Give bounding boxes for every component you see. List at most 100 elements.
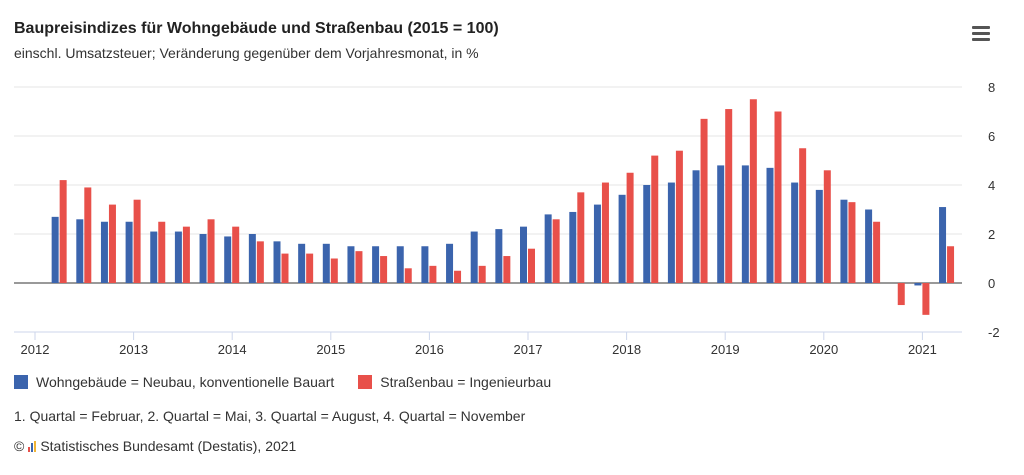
legend: Wohngebäude = Neubau, konventionelle Bau… <box>14 374 551 390</box>
x-tick-label: 2020 <box>809 342 838 357</box>
bar-wohngebaeude <box>840 199 848 283</box>
bar-wohngebaeude <box>421 246 429 283</box>
legend-item-wohngebaeude[interactable]: Wohngebäude = Neubau, konventionelle Bau… <box>14 374 334 390</box>
x-tick-label: 2013 <box>119 342 148 357</box>
bar-strassenbau <box>873 221 881 283</box>
bar-wohngebaeude <box>76 219 84 283</box>
bar-wohngebaeude <box>224 236 232 283</box>
bar-strassenbau <box>380 256 388 283</box>
bar-wohngebaeude <box>100 221 108 283</box>
bar-strassenbau <box>601 182 609 283</box>
bar-strassenbau <box>528 248 535 283</box>
bar-strassenbau <box>404 268 412 283</box>
bar-wohngebaeude <box>125 221 133 283</box>
bar-strassenbau <box>897 283 905 306</box>
bar-wohngebaeude <box>939 207 947 283</box>
bar-wohngebaeude <box>741 165 749 283</box>
bar-wohngebaeude <box>322 243 330 283</box>
bar-strassenbau <box>281 253 289 283</box>
chart-subtitle: einschl. Umsatzsteuer; Veränderung gegen… <box>14 45 479 61</box>
bar-wohngebaeude <box>791 182 799 283</box>
footnote: 1. Quartal = Februar, 2. Quartal = Mai, … <box>14 408 526 424</box>
credit-text: Statistisches Bundesamt (Destatis), 2021 <box>40 438 297 454</box>
bar-strassenbau <box>651 155 659 283</box>
legend-swatch <box>358 375 373 389</box>
y-tick-label: 8 <box>988 80 995 95</box>
bar-wohngebaeude <box>470 231 478 283</box>
bar-strassenbau <box>799 148 807 283</box>
bar-strassenbau <box>355 251 363 283</box>
bar-wohngebaeude <box>396 246 404 283</box>
y-tick-label: 6 <box>988 129 995 144</box>
bar-wohngebaeude <box>717 165 725 283</box>
bar-strassenbau <box>429 265 437 283</box>
bar-wohngebaeude <box>643 185 651 283</box>
bar-strassenbau <box>675 150 683 283</box>
destatis-logo-icon <box>28 440 37 452</box>
bar-strassenbau <box>823 170 831 283</box>
legend-label: Wohngebäude = Neubau, konventionelle Bau… <box>36 374 335 390</box>
bar-chart: 8 6 4 2 0 -2 2012 2013 2014 2015 2016 2017 2018 2019 2… <box>14 80 1000 357</box>
bar-strassenbau <box>207 219 215 283</box>
bar-strassenbau <box>59 180 67 283</box>
bar-strassenbau <box>626 172 634 283</box>
legend-item-strassenbau[interactable]: Straßenbau = Ingenieurbau <box>358 374 551 390</box>
bar-wohngebaeude <box>298 243 306 283</box>
bar-wohngebaeude <box>593 204 601 283</box>
x-tick-label: 2018 <box>612 342 641 357</box>
x-tick-label: 2014 <box>218 342 247 357</box>
bar-wohngebaeude <box>248 234 256 283</box>
bar-strassenbau <box>182 226 190 283</box>
y-tick-label: -2 <box>988 325 1000 340</box>
bar-wohngebaeude <box>446 243 454 283</box>
x-tick-label: 2012 <box>21 342 50 357</box>
y-tick-label: 0 <box>988 276 995 291</box>
bar-strassenbau <box>133 199 141 283</box>
bar-wohngebaeude <box>273 241 281 283</box>
chart-title: Baupreisindizes für Wohngebäude und Stra… <box>14 20 499 37</box>
legend-label: Straßenbau = Ingenieurbau <box>380 374 552 390</box>
bar-strassenbau <box>774 111 782 283</box>
source-credit: © Statistisches Bundesamt (Destatis), 20… <box>14 438 296 454</box>
bar-wohngebaeude <box>174 231 182 283</box>
bar-strassenbau <box>454 270 462 283</box>
bar-wohngebaeude <box>667 182 675 283</box>
legend-swatch <box>14 375 28 389</box>
bar-strassenbau <box>700 118 708 283</box>
bar-strassenbau <box>108 204 116 283</box>
bar-wohngebaeude <box>495 229 503 283</box>
bar-strassenbau <box>478 265 486 283</box>
bar-strassenbau <box>552 219 560 283</box>
bar-strassenbau <box>922 283 930 315</box>
bar-wohngebaeude <box>372 246 380 283</box>
x-tick-label: 2017 <box>514 342 543 357</box>
bar-strassenbau <box>256 241 264 283</box>
bar-strassenbau <box>84 187 92 283</box>
x-tick-label: 2016 <box>415 342 444 357</box>
bar-wohngebaeude <box>569 211 577 283</box>
bar-wohngebaeude <box>865 209 873 283</box>
bar-wohngebaeude <box>815 189 823 283</box>
bar-strassenbau <box>158 221 166 283</box>
bar-wohngebaeude <box>692 170 700 283</box>
bar-strassenbau <box>577 192 585 283</box>
copyright-symbol: © <box>14 438 25 454</box>
bar-wohngebaeude <box>618 194 626 283</box>
bar-wohngebaeude <box>766 167 774 283</box>
bar-strassenbau <box>749 99 757 283</box>
bar-wohngebaeude <box>347 246 355 283</box>
x-tick-label: 2021 <box>908 342 937 357</box>
hamburger-menu-icon[interactable] <box>972 26 990 42</box>
y-tick-label: 2 <box>988 227 995 242</box>
bar-strassenbau <box>330 258 338 283</box>
bar-wohngebaeude <box>914 283 922 286</box>
bar-wohngebaeude <box>199 234 207 283</box>
bar-wohngebaeude <box>150 231 158 283</box>
bar-wohngebaeude <box>520 226 527 283</box>
x-tick-label: 2015 <box>316 342 345 357</box>
bar-strassenbau <box>503 256 511 283</box>
bar-strassenbau <box>306 253 314 283</box>
bar-wohngebaeude <box>51 216 59 283</box>
bar-strassenbau <box>725 109 733 283</box>
x-tick-label: 2019 <box>711 342 740 357</box>
